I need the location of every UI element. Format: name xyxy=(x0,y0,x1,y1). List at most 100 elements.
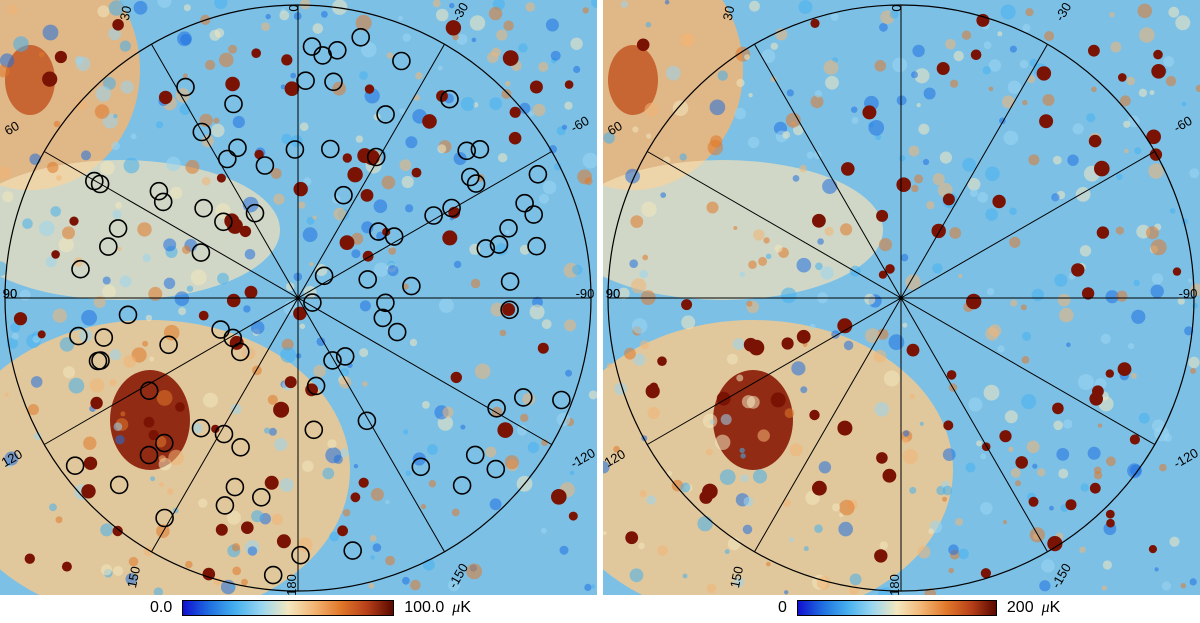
right-noise-speck xyxy=(1169,536,1180,547)
left-point-source xyxy=(497,422,514,438)
right-noise-speck xyxy=(644,102,659,117)
left-noise-speck xyxy=(351,249,361,259)
left-noise-speck xyxy=(120,80,134,94)
right-point-source xyxy=(1172,267,1182,276)
right-point-source xyxy=(748,339,765,356)
left-noise-speck xyxy=(299,323,306,330)
left-noise-speck xyxy=(231,543,241,552)
right-point-source xyxy=(942,193,955,206)
right-point-source xyxy=(699,490,713,504)
right-noise-speck xyxy=(958,274,963,279)
right-point-source xyxy=(1151,64,1166,79)
left-noise-speck xyxy=(30,376,43,388)
right-point-source xyxy=(980,568,991,579)
left-source-circle xyxy=(153,192,173,212)
right-noise-speck xyxy=(911,71,918,79)
left-noise-speck xyxy=(29,153,41,165)
left-point-source xyxy=(254,149,264,160)
right-colorbar-max-label: 200 xyxy=(1006,599,1034,616)
left-source-circle xyxy=(302,37,322,56)
left-noise-speck xyxy=(309,262,314,267)
left-noise-speck xyxy=(123,355,137,368)
right-noise-speck xyxy=(765,253,772,260)
right-noise-speck xyxy=(1054,273,1068,287)
right-noise-speck xyxy=(1057,293,1071,307)
right-noise-speck xyxy=(1003,130,1019,146)
right-noise-speck xyxy=(748,260,757,270)
left-noise-speck xyxy=(38,51,45,58)
right-noise-speck xyxy=(874,60,887,72)
right-noise-speck xyxy=(657,545,668,556)
right-noise-speck xyxy=(832,503,841,512)
right-noise-speck xyxy=(1079,546,1086,553)
left-source-circle xyxy=(214,212,233,232)
right-noise-speck xyxy=(815,262,823,271)
right-point-source xyxy=(896,177,911,192)
left-source-circle xyxy=(327,40,347,60)
right-noise-speck xyxy=(744,54,750,60)
right-noise-speck xyxy=(902,322,908,328)
left-noise-speck xyxy=(27,404,39,416)
right-noise-speck xyxy=(1028,154,1040,166)
right-noise-speck xyxy=(823,60,839,75)
right-noise-speck xyxy=(1079,245,1092,257)
right-noise-speck xyxy=(719,469,736,485)
right-noise-speck xyxy=(953,50,964,62)
left-source-circle xyxy=(460,167,480,187)
left-source-circle xyxy=(351,27,371,47)
right-noise-speck xyxy=(932,173,945,186)
right-point-source xyxy=(862,105,877,120)
right-noise-speck xyxy=(1133,279,1140,287)
right-noise-speck xyxy=(1163,433,1172,442)
left-noise-speck xyxy=(491,47,502,57)
left-noise-speck xyxy=(120,411,126,417)
left-noise-speck xyxy=(582,7,589,14)
left-point-source xyxy=(198,310,209,321)
right-noise-speck xyxy=(630,215,644,229)
left-point-source xyxy=(509,106,521,118)
left-noise-speck xyxy=(95,86,112,102)
right-noise-speck xyxy=(980,453,987,460)
right-noise-speck xyxy=(739,447,745,454)
left-noise-speck xyxy=(505,229,510,235)
right-noise-speck xyxy=(766,561,771,567)
left-noise-speck xyxy=(228,44,238,54)
left-noise-speck xyxy=(59,337,75,352)
right-noise-speck xyxy=(1086,113,1096,123)
left-noise-speck xyxy=(385,499,390,505)
right-noise-speck xyxy=(839,499,855,516)
right-noise-speck xyxy=(1159,463,1167,472)
right-noise-speck xyxy=(1188,356,1200,369)
left-point-source xyxy=(226,293,241,308)
left-source-circle xyxy=(320,139,340,159)
right-noise-speck xyxy=(629,568,644,583)
right-noise-speck xyxy=(743,496,754,507)
left-noise-speck xyxy=(570,37,583,50)
left-source-circle xyxy=(99,237,118,256)
left-source-circle xyxy=(155,508,174,528)
left-noise-speck xyxy=(452,33,459,41)
right-noise-speck xyxy=(911,184,919,193)
right-point-source xyxy=(1065,499,1077,511)
right-point-source xyxy=(936,62,950,75)
left-noise-speck xyxy=(398,15,403,21)
left-noise-speck xyxy=(45,256,57,268)
right-noise-speck xyxy=(784,408,795,418)
right-noise-speck xyxy=(820,266,834,280)
right-noise-speck xyxy=(1149,90,1155,96)
right-noise-speck xyxy=(1139,27,1155,43)
left-noise-speck xyxy=(415,72,423,80)
left-point-source xyxy=(202,567,216,581)
right-unit-mu: μ xyxy=(1041,599,1050,616)
left-noise-speck xyxy=(22,218,33,229)
left-noise-speck xyxy=(111,141,121,151)
left-source-circle xyxy=(524,205,544,224)
left-noise-speck xyxy=(359,71,368,80)
left-point-source xyxy=(502,303,516,316)
left-source-circle xyxy=(304,420,324,440)
right-noise-speck xyxy=(928,528,934,534)
right-point-source xyxy=(645,384,660,399)
right-noise-speck xyxy=(1163,56,1175,67)
left-noise-speck xyxy=(550,50,561,61)
